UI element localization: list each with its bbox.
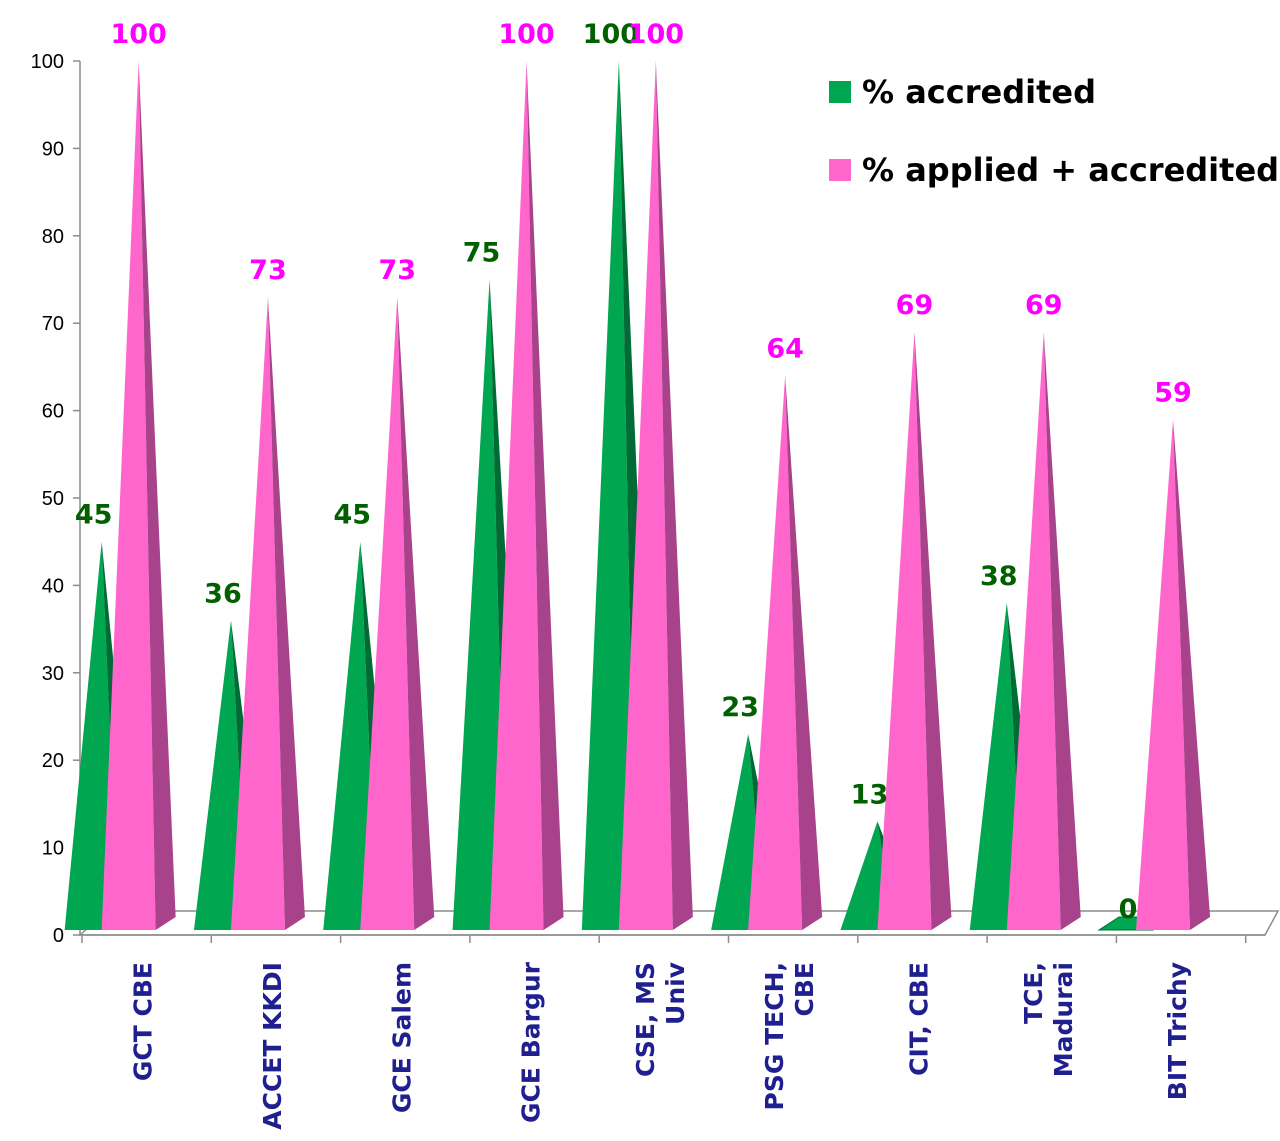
data-label: 38	[980, 561, 1018, 592]
bar-mark-side	[526, 61, 564, 930]
legend-item: % applied + accredited	[829, 151, 1279, 189]
bar-mark	[581, 61, 636, 930]
category-label-line: Univ	[661, 962, 690, 1025]
data-label: 0	[1119, 894, 1138, 925]
category-label-line: TCE,	[1019, 962, 1048, 1024]
y-tick-label: 70	[42, 313, 64, 335]
category-label: GCE Salem	[387, 962, 416, 1113]
y-tick-label: 40	[42, 575, 64, 597]
data-label: 13	[851, 779, 889, 810]
category-label: PSG TECH, CBE	[760, 962, 819, 1110]
category-label: BIT Trichy	[1163, 962, 1192, 1100]
bar-mark	[193, 620, 248, 930]
category-label: CIT, CBE	[904, 962, 933, 1076]
data-label: 45	[333, 500, 371, 531]
legend-label: % applied + accredited	[862, 151, 1279, 189]
data-label: 45	[75, 500, 113, 531]
category-label-line: CIT, CBE	[904, 962, 933, 1076]
bar-mark-side	[267, 296, 305, 931]
data-label: 69	[1025, 290, 1063, 321]
y-tick-label: 60	[42, 401, 64, 423]
chart-marks	[64, 61, 1211, 931]
category-label-line: CSE, MS	[631, 962, 660, 1077]
bar-mark	[489, 61, 544, 930]
y-tick-label: 30	[42, 663, 64, 685]
category-label-line: ACCET KKDI	[258, 962, 287, 1130]
legend-swatch	[829, 159, 851, 181]
data-label: 73	[249, 255, 287, 286]
chart-axes: 0 10 20 30 40 50 60 70 80 90 100	[31, 51, 1265, 947]
y-tick-label: 80	[42, 226, 64, 248]
bar-mark-side	[655, 61, 693, 930]
bar-mark-side	[397, 296, 435, 931]
bar-mark-side	[785, 375, 823, 930]
category-label: GCT CBE	[129, 962, 158, 1081]
bar-mark-side	[1173, 419, 1211, 930]
bar-mark	[360, 296, 415, 931]
category-label-line: GCT CBE	[129, 962, 158, 1081]
data-label: 100	[110, 19, 166, 50]
category-label-line: BIT Trichy	[1163, 962, 1192, 1100]
chart-category-labels: GCT CBE ACCET KKDI GCE Salem GCE Bargur CSE,…	[129, 961, 1192, 1129]
bar-mark-side	[914, 331, 952, 930]
y-tick-label: 0	[53, 925, 64, 947]
data-label: 69	[896, 290, 934, 321]
bar-mark-side	[138, 61, 176, 930]
data-label: 36	[204, 578, 242, 609]
category-label-line: GCE Bargur	[517, 961, 546, 1123]
legend-label: % accredited	[862, 73, 1096, 111]
bar-mark	[1006, 331, 1061, 930]
category-label-line: GCE Salem	[387, 962, 416, 1113]
chart-legend: % accredited % applied + accredited	[829, 73, 1279, 189]
category-label: ACCET KKDI	[258, 962, 287, 1130]
bar-mark	[452, 279, 507, 930]
bar-mark	[748, 375, 803, 930]
bar-mark	[618, 61, 673, 930]
data-label: 73	[378, 255, 416, 286]
y-tick-label: 50	[42, 488, 64, 510]
data-label: 75	[463, 238, 501, 269]
y-tick-label: 10	[42, 838, 64, 860]
legend-item: % accredited	[829, 73, 1096, 111]
bar-mark	[64, 541, 119, 930]
data-label: 23	[721, 692, 759, 723]
data-label: 64	[766, 334, 804, 365]
y-tick-label: 100	[31, 51, 64, 73]
category-label-line: PSG TECH,	[760, 962, 789, 1110]
category-label-line: Madurai	[1049, 962, 1078, 1077]
category-label: CSE, MS Univ	[631, 962, 690, 1077]
data-label: 59	[1154, 377, 1192, 408]
y-tick-label: 20	[42, 750, 64, 772]
category-label: TCE, Madurai	[1019, 962, 1078, 1077]
legend-swatch	[829, 81, 851, 103]
bar-mark	[877, 331, 932, 930]
data-label: 100	[583, 19, 639, 50]
data-label: 100	[498, 19, 554, 50]
data-label: 100	[628, 19, 684, 50]
bar-mark	[969, 602, 1024, 930]
bar-mark-side	[1043, 331, 1081, 930]
category-label-line: CBE	[790, 962, 819, 1016]
bar-mark	[1136, 419, 1191, 930]
bar-mark	[230, 296, 285, 931]
bar-mark	[323, 541, 378, 930]
category-label: GCE Bargur	[517, 961, 546, 1123]
bar-mark	[101, 61, 156, 930]
y-tick-label: 90	[42, 138, 64, 160]
